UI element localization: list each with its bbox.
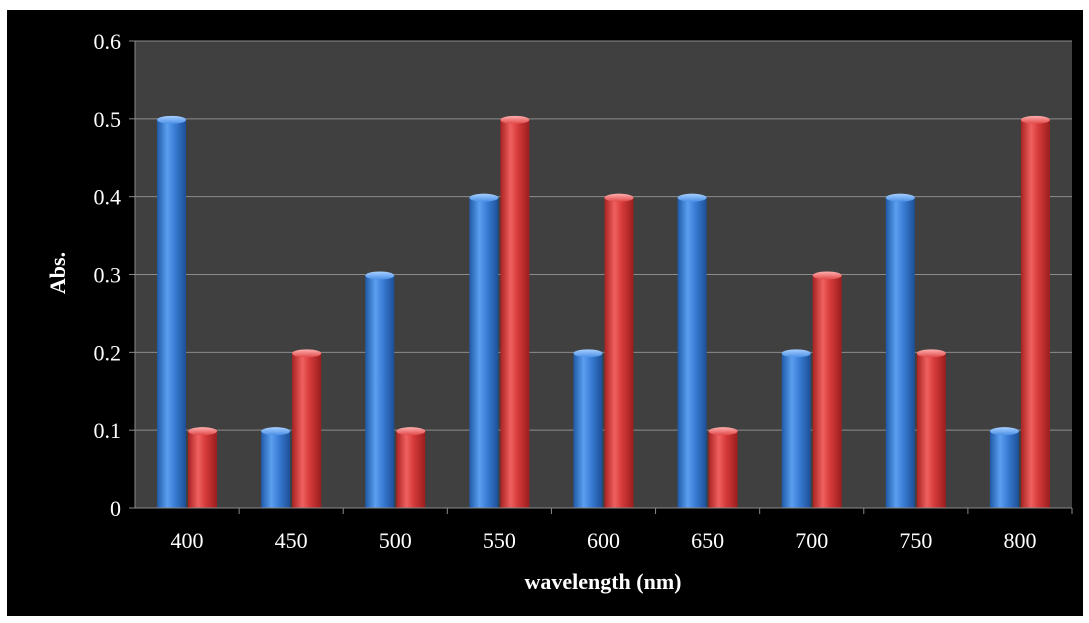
bar-series-1 xyxy=(157,115,187,508)
bar-body xyxy=(157,118,187,508)
x-tick-label: 550 xyxy=(483,528,516,553)
bar-cap xyxy=(812,271,842,280)
bar-body xyxy=(916,352,946,508)
bar-cap xyxy=(157,115,187,124)
y-axis-title: Abs. xyxy=(45,252,70,294)
y-tick-label: 0.1 xyxy=(94,418,122,443)
bar-cap xyxy=(604,193,634,202)
bar-series-2 xyxy=(812,271,842,508)
bar-body xyxy=(573,352,603,508)
bar-cap xyxy=(573,349,603,358)
x-tick-label: 650 xyxy=(691,528,724,553)
bar-body xyxy=(396,430,426,508)
bar-cap xyxy=(708,427,738,436)
bar-body xyxy=(469,196,499,508)
bar-series-1 xyxy=(261,427,291,508)
x-tick-label: 500 xyxy=(379,528,412,553)
bar-cap xyxy=(677,193,707,202)
bar-body xyxy=(1020,118,1050,508)
y-tick-label: 0.3 xyxy=(94,263,122,288)
bar-cap xyxy=(1020,115,1050,124)
bar-cap xyxy=(292,349,322,358)
bar-cap xyxy=(188,427,218,436)
y-tick-labels: 0 0.1 0.2 0.3 0.4 0.5 0.6 xyxy=(94,29,122,521)
bar-cap xyxy=(916,349,946,358)
bar-body xyxy=(365,274,395,508)
x-tick-label: 700 xyxy=(795,528,828,553)
bar-series-2 xyxy=(188,427,218,508)
bar-body xyxy=(708,430,738,508)
bar-body xyxy=(261,430,291,508)
bar-series-1 xyxy=(677,193,707,508)
bar-series-1 xyxy=(573,349,603,508)
bar-cap xyxy=(396,427,426,436)
bar-series-2 xyxy=(292,349,322,508)
bar-body xyxy=(885,196,915,508)
bar-body xyxy=(188,430,218,508)
bar-body xyxy=(812,274,842,508)
bar-series-2 xyxy=(604,193,634,508)
bar-series-1 xyxy=(885,193,915,508)
x-tick-label: 600 xyxy=(587,528,620,553)
bar-body xyxy=(989,430,1019,508)
bar-cap xyxy=(885,193,915,202)
y-tick-label: 0 xyxy=(110,496,121,521)
y-tick-label: 0.4 xyxy=(94,185,122,210)
bar-series-1 xyxy=(989,427,1019,508)
bar-series-2 xyxy=(396,427,426,508)
x-tick-labels: 400 450 500 550 600 650 700 750 800 xyxy=(171,528,1037,553)
x-tick-label: 800 xyxy=(1003,528,1036,553)
x-tick-label: 400 xyxy=(171,528,204,553)
bars xyxy=(157,115,1050,508)
bar-body xyxy=(500,118,530,508)
y-tick-label: 0.6 xyxy=(94,29,122,54)
bar-series-2 xyxy=(500,115,530,508)
bar-body xyxy=(677,196,707,508)
bar-series-1 xyxy=(365,271,395,508)
bar-body xyxy=(781,352,811,508)
bar-cap xyxy=(989,427,1019,436)
bar-cap xyxy=(365,271,395,280)
x-axis-title: wavelength (nm) xyxy=(524,569,681,594)
x-tick-label: 450 xyxy=(275,528,308,553)
x-tick-label: 750 xyxy=(899,528,932,553)
bar-series-1 xyxy=(469,193,499,508)
bar-cap xyxy=(261,427,291,436)
y-tick-label: 0.2 xyxy=(94,340,122,365)
bar-series-2 xyxy=(1020,115,1050,508)
y-tick-label: 0.5 xyxy=(94,107,122,132)
bar-cap xyxy=(500,115,530,124)
bar-series-1 xyxy=(781,349,811,508)
bar-cap xyxy=(781,349,811,358)
bar-body xyxy=(604,196,634,508)
bar-cap xyxy=(469,193,499,202)
bar-series-2 xyxy=(916,349,946,508)
gridlines xyxy=(129,40,1073,514)
bar-series-2 xyxy=(708,427,738,508)
bar-body xyxy=(292,352,322,508)
